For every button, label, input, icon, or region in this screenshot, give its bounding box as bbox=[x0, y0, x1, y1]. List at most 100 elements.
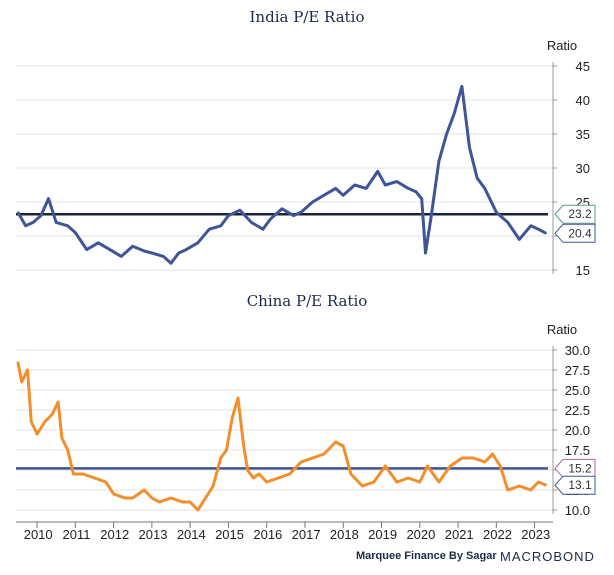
china-data-point bbox=[342, 445, 345, 447]
china-data-point bbox=[384, 465, 387, 467]
china-data-point bbox=[529, 489, 532, 491]
india-y-tick-label: 35 bbox=[576, 127, 590, 142]
china-data-point bbox=[212, 485, 214, 487]
india-data-point bbox=[120, 255, 123, 258]
india-data-point bbox=[353, 184, 356, 186]
india-last-value-tag-text: 20.4 bbox=[568, 226, 592, 240]
china-gridlines bbox=[16, 349, 553, 511]
x-tick-label: 2010 bbox=[24, 527, 53, 542]
china-data-point bbox=[181, 501, 184, 503]
china-data-point bbox=[51, 413, 54, 415]
china-data-point bbox=[396, 481, 398, 483]
china-data-point bbox=[131, 497, 134, 499]
china-data-point bbox=[277, 477, 279, 479]
attribution-text: Marquee Finance By Sagar bbox=[356, 550, 497, 562]
china-data-point bbox=[311, 457, 314, 459]
india-data-point bbox=[424, 252, 427, 254]
china-y-tick-label: 17.5 bbox=[565, 443, 590, 458]
china-y-tick-label: 10.0 bbox=[565, 503, 590, 518]
china-data-point bbox=[288, 473, 291, 475]
india-data-point bbox=[24, 225, 27, 227]
india-y-tick-label: 45 bbox=[576, 59, 590, 74]
china-pe-series-line bbox=[16, 361, 547, 512]
china-data-point bbox=[17, 361, 19, 363]
china-data-point bbox=[265, 481, 268, 483]
china-data-point bbox=[93, 477, 96, 479]
india-data-point bbox=[227, 214, 230, 217]
china-data-point bbox=[418, 481, 421, 483]
india-data-point bbox=[445, 133, 448, 135]
india-data-point bbox=[365, 187, 368, 190]
india-data-point bbox=[311, 201, 314, 203]
india-data-point bbox=[545, 232, 547, 235]
india-data-point bbox=[17, 211, 19, 213]
india-data-point bbox=[196, 242, 199, 244]
china-data-point bbox=[219, 457, 222, 459]
china-data-point bbox=[407, 477, 410, 479]
india-marks bbox=[16, 84, 548, 265]
x-tick-label: 2016 bbox=[253, 527, 282, 542]
china-data-point bbox=[82, 473, 84, 475]
china-data-point bbox=[323, 453, 325, 455]
india-data-point bbox=[529, 225, 532, 227]
china-data-point bbox=[66, 449, 69, 451]
x-tick-label: 2015 bbox=[215, 527, 244, 542]
china-data-point bbox=[426, 465, 429, 467]
x-tick-label: 2011 bbox=[62, 527, 90, 542]
china-data-point bbox=[518, 485, 521, 487]
india-data-point bbox=[108, 248, 111, 251]
india-data-point bbox=[47, 197, 50, 200]
china-data-point bbox=[196, 509, 199, 511]
x-tick-label: 2019 bbox=[368, 527, 397, 542]
china-chart-title: China P/E Ratio bbox=[247, 292, 368, 310]
china-data-point bbox=[537, 481, 540, 483]
india-data-point bbox=[484, 187, 486, 190]
india-data-point bbox=[151, 252, 153, 254]
china-reference-value-tag-box bbox=[554, 458, 596, 478]
china-y-tick-label: 30.0 bbox=[565, 343, 590, 358]
china-data-point bbox=[461, 457, 463, 459]
india-data-point bbox=[453, 112, 456, 115]
india-data-point bbox=[518, 238, 521, 241]
x-tick-label: 2018 bbox=[330, 527, 359, 542]
india-data-point bbox=[376, 170, 379, 173]
china-data-point bbox=[158, 501, 161, 503]
china-data-point bbox=[30, 421, 33, 423]
china-data-point bbox=[350, 473, 352, 475]
x-tick-label: 2023 bbox=[521, 527, 550, 542]
india-data-point bbox=[468, 146, 471, 149]
india-y-tick-label: 30 bbox=[576, 161, 590, 176]
china-data-point bbox=[124, 497, 126, 499]
china-data-point bbox=[237, 397, 239, 399]
india-reference-value-tag-box bbox=[554, 204, 596, 224]
india-data-point bbox=[407, 187, 410, 190]
china-data-point bbox=[449, 465, 452, 467]
india-data-point bbox=[384, 184, 387, 186]
india-data-point bbox=[415, 191, 417, 193]
india-data-point bbox=[281, 208, 283, 210]
china-data-point bbox=[57, 401, 59, 403]
china-data-point bbox=[300, 461, 302, 463]
china-pe-panel: China P/E Ratio Ratio 10.012.515.017.520… bbox=[16, 292, 596, 518]
india-y-axis-label: Ratio bbox=[547, 38, 577, 53]
china-data-point bbox=[246, 469, 249, 471]
india-data-point bbox=[461, 85, 463, 88]
india-data-point bbox=[162, 255, 165, 258]
india-data-point bbox=[334, 187, 337, 190]
india-data-point bbox=[239, 209, 241, 211]
india-data-point bbox=[143, 250, 146, 252]
china-data-point bbox=[242, 445, 245, 447]
india-pe-panel: India P/E Ratio Ratio 15202530354045 23.… bbox=[16, 8, 596, 278]
india-data-point bbox=[507, 221, 509, 224]
india-data-point bbox=[300, 211, 302, 213]
china-data-point bbox=[545, 484, 547, 487]
india-data-point bbox=[420, 197, 423, 200]
china-data-point bbox=[105, 481, 107, 483]
x-tick-label: 2020 bbox=[406, 527, 435, 542]
india-gridlines bbox=[16, 65, 553, 271]
china-data-point bbox=[20, 381, 23, 383]
china-data-point bbox=[472, 457, 475, 459]
china-marks bbox=[16, 361, 548, 512]
china-data-point bbox=[252, 477, 255, 479]
